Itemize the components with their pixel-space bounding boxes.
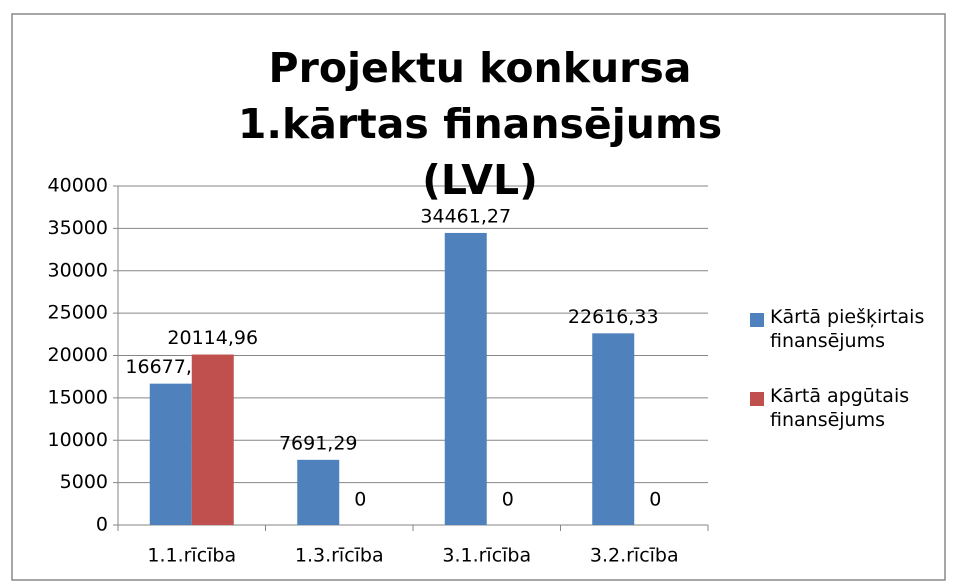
bar [191,354,234,525]
legend-label: Kārtā piešķirtais finansējums [770,306,925,352]
y-tick-label: 0 [96,514,108,536]
data-label: 34461,27 [420,205,511,227]
y-tick-label: 10000 [48,429,108,451]
x-tick-label: 3.2.rīcība [590,545,679,567]
x-tick-label: 1.3.rīcība [295,545,384,567]
y-tick-label: 25000 [48,302,108,324]
data-label: 0 [649,489,661,511]
chart-title: Projektu konkursa 1.kārtas finansējums (… [237,44,723,204]
bar [297,459,340,525]
y-tick-label: 35000 [48,217,108,239]
legend-swatch [750,392,764,406]
x-tick-label: 1.1.rīcība [147,545,236,567]
y-tick-label: 40000 [48,175,108,197]
legend-swatch [750,313,764,327]
bar [444,232,487,525]
data-label: 0 [354,489,366,511]
bar [149,383,192,525]
x-tick-label: 3.1.rīcība [442,545,531,567]
data-label: 7691,29 [279,432,358,454]
y-tick-label: 15000 [48,386,108,408]
y-tick-label: 20000 [48,344,108,366]
bar [592,333,635,525]
data-label: 22616,33 [568,306,659,328]
data-label: 20114,96 [167,327,258,349]
data-label: 0 [502,489,514,511]
y-tick-label: 5000 [60,471,108,493]
legend-label: Kārtā apgūtais finansējums [770,385,910,431]
y-tick-label: 30000 [48,259,108,281]
